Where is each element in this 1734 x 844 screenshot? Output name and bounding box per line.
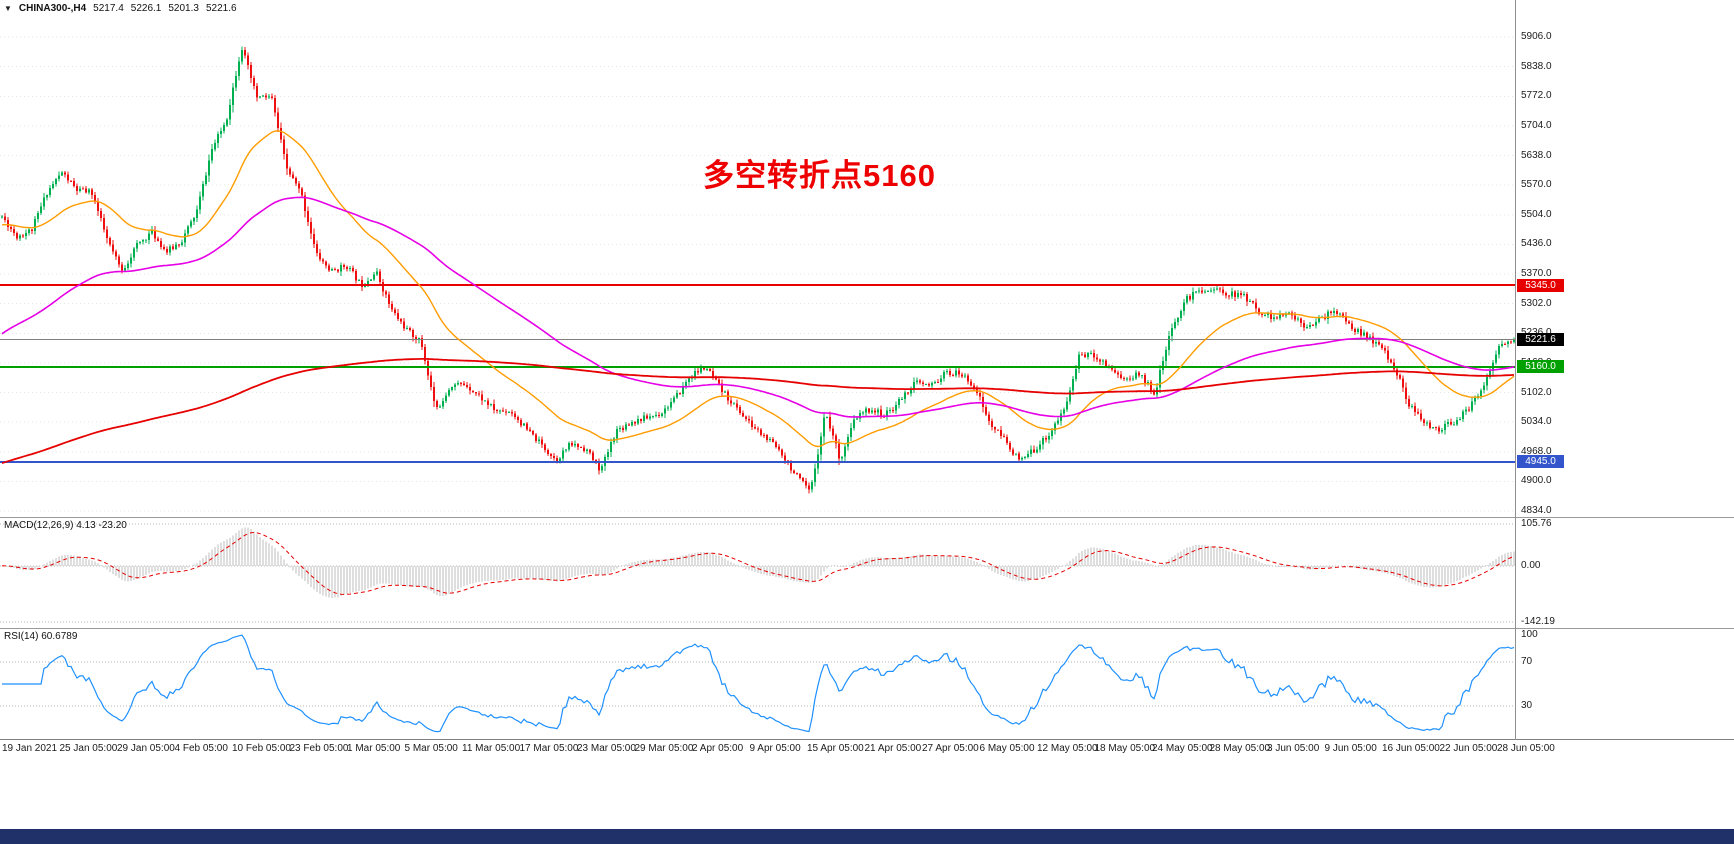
price-axis-label: 5638.0: [1521, 150, 1552, 161]
time-axis-label: 15 Apr 05:00: [807, 743, 864, 754]
time-axis-label: 1 Mar 05:00: [347, 743, 400, 754]
price-badge-pivot: 5160.0: [1517, 360, 1564, 373]
price-axis-label: 4834.0: [1521, 505, 1552, 516]
time-axis-label: 29 Mar 05:00: [635, 743, 694, 754]
time-axis-label: 5 Mar 05:00: [405, 743, 458, 754]
ohlc-high: 5226.1: [131, 3, 162, 14]
price-axis-label: 4900.0: [1521, 475, 1552, 486]
current-price-badge: 5221.6: [1517, 333, 1564, 346]
macd-axis-label: 0.00: [1521, 560, 1540, 571]
time-axis-label: 24 May 05:00: [1152, 743, 1213, 754]
rsi-label: RSI(14) 60.6789: [4, 631, 77, 642]
price-axis-label: 5504.0: [1521, 209, 1552, 220]
time-axis-label: 12 May 05:00: [1037, 743, 1098, 754]
bottom-bar: [0, 829, 1734, 844]
time-axis-label: 27 Apr 05:00: [922, 743, 979, 754]
rsi-panel: RSI(14) 60.6789 100 70 30: [0, 629, 1734, 739]
price-axis-label: 5102.0: [1521, 387, 1552, 398]
price-axis-label: 5772.0: [1521, 90, 1552, 101]
time-axis-label: 18 May 05:00: [1095, 743, 1156, 754]
time-axis-label: 9 Apr 05:00: [750, 743, 801, 754]
macd-label: MACD(12,26,9) 4.13 -23.20: [4, 520, 127, 531]
price-chart-canvas[interactable]: [0, 0, 1734, 517]
time-axis[interactable]: 19 Jan 202125 Jan 05:0029 Jan 05:004 Feb…: [0, 740, 1734, 757]
ohlc-open: 5217.4: [93, 3, 124, 14]
rsi-axis-label: 70: [1521, 656, 1532, 667]
price-badge-resistance: 5345.0: [1517, 279, 1564, 292]
time-axis-label: 10 Feb 05:00: [232, 743, 291, 754]
time-axis-label: 3 Jun 05:00: [1267, 743, 1319, 754]
price-badge-support: 4945.0: [1517, 455, 1564, 468]
time-axis-label: 16 Jun 05:00: [1382, 743, 1440, 754]
time-axis-label: 19 Jan 2021: [2, 743, 57, 754]
symbol-dropdown-icon[interactable]: ▼: [4, 4, 12, 14]
ohlc-low: 5201.3: [168, 3, 199, 14]
time-axis-label: 21 Apr 05:00: [865, 743, 922, 754]
time-axis-label: 28 May 05:00: [1210, 743, 1271, 754]
macd-axis-label: -142.19: [1521, 616, 1555, 627]
ohlc-close: 5221.6: [206, 3, 237, 14]
time-axis-label: 23 Feb 05:00: [290, 743, 349, 754]
macd-axis-label: 105.76: [1521, 518, 1552, 529]
time-axis-label: 6 May 05:00: [980, 743, 1035, 754]
time-axis-label: 4 Feb 05:00: [175, 743, 228, 754]
symbol-info-bar: ▼ CHINA300-,H4 5217.4 5226.1 5201.3 5221…: [4, 3, 237, 14]
macd-panel: MACD(12,26,9) 4.13 -23.20 105.76 0.00 -142…: [0, 518, 1734, 628]
rsi-axis-label: 100: [1521, 629, 1538, 640]
time-axis-label: 22 Jun 05:00: [1440, 743, 1498, 754]
price-axis-label: 5302.0: [1521, 298, 1552, 309]
time-axis-label: 17 Mar 05:00: [520, 743, 579, 754]
time-axis-label: 2 Apr 05:00: [692, 743, 743, 754]
price-axis-label: 5838.0: [1521, 61, 1552, 72]
symbol-timeframe: CHINA300-,H4: [19, 3, 86, 14]
rsi-axis-label: 30: [1521, 700, 1532, 711]
macd-canvas[interactable]: [0, 518, 1734, 628]
time-axis-label: 29 Jan 05:00: [117, 743, 175, 754]
price-axis-label: 5436.0: [1521, 238, 1552, 249]
time-axis-label: 9 Jun 05:00: [1325, 743, 1377, 754]
price-axis-label: 5370.0: [1521, 268, 1552, 279]
price-axis-label: 5034.0: [1521, 416, 1552, 427]
time-axis-label: 23 Mar 05:00: [577, 743, 636, 754]
price-axis-label: 5906.0: [1521, 31, 1552, 42]
time-axis-label: 28 Jun 05:00: [1497, 743, 1555, 754]
chart-annotation: 多空转折点5160: [703, 150, 936, 195]
price-chart-panel: ▼ CHINA300-,H4 5217.4 5226.1 5201.3 5221…: [0, 0, 1734, 517]
time-axis-label: 25 Jan 05:00: [60, 743, 118, 754]
time-axis-label: 11 Mar 05:00: [462, 743, 520, 754]
price-axis-label: 5704.0: [1521, 120, 1552, 131]
axis-divider: [1515, 0, 1516, 740]
price-axis-label: 5570.0: [1521, 179, 1552, 190]
rsi-canvas[interactable]: [0, 629, 1734, 739]
